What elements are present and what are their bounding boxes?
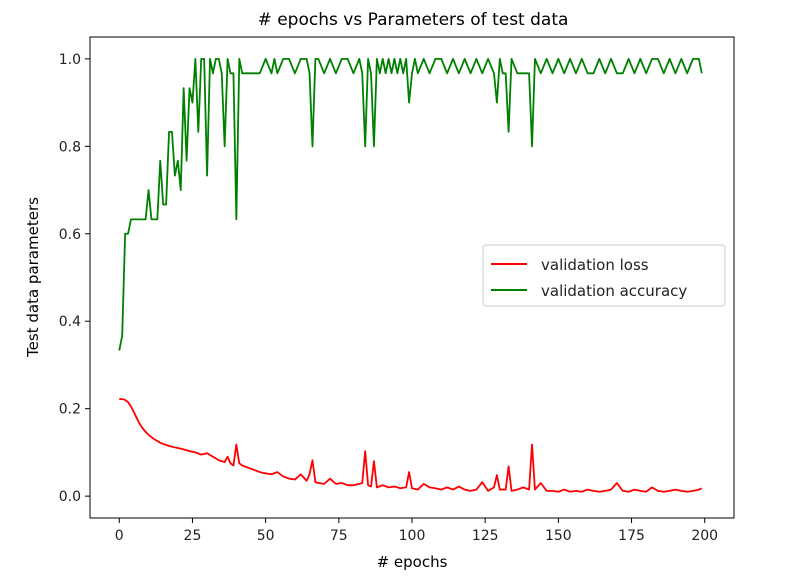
x-tick-label: 200 [691,528,718,544]
x-axis-label: # epochs [377,553,448,571]
plot-area [118,57,703,493]
legend-box [482,244,726,307]
x-tick-label: 100 [399,528,426,544]
legend-label-validation-loss: validation loss [541,256,649,274]
y-tick-label: 0.2 [59,402,81,418]
x-tick-label: 25 [184,528,202,544]
y-tick-label: 0.4 [59,314,81,330]
y-tick-label: 0.6 [59,227,81,243]
y-tick-label: 1.0 [59,52,81,68]
x-tick-label: 75 [330,528,348,544]
y-axis-label: Test data parameters [24,197,42,358]
legend-label-validation-accuracy: validation accuracy [541,282,687,300]
legend: validation loss validation accuracy [482,244,726,307]
x-tick-label: 150 [545,528,572,544]
y-tick-label: 0.0 [59,489,81,505]
x-tick-label: 0 [115,528,124,544]
x-tick-label: 175 [618,528,645,544]
x-axis: 0 25 50 75 100 125 150 175 200 [115,518,718,544]
y-axis: 0.0 0.2 0.4 0.6 0.8 1.0 [59,52,90,505]
x-tick-label: 125 [472,528,499,544]
chart-title: # epochs vs Parameters of test data [258,10,569,30]
x-tick-label: 50 [257,528,275,544]
y-tick-label: 0.8 [59,139,81,155]
series-line-validation-loss [119,398,703,493]
series-line-validation-accuracy [118,57,703,351]
